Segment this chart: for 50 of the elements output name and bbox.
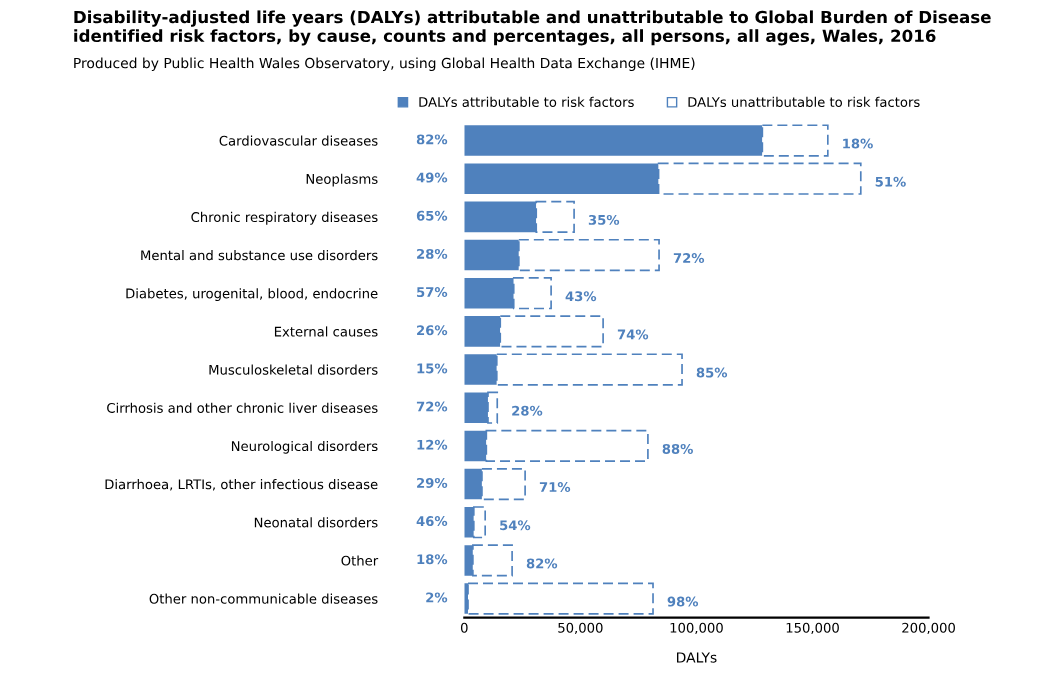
y-tick-label: Neonatal disorders [254,517,378,528]
annotation: 26% [417,325,448,336]
x-axis-title: DALYs [677,652,717,663]
y-tick-label: Chronic respiratory diseases [191,211,378,225]
annotation: 43% [565,291,597,302]
bar [467,582,654,615]
x-tick-label: 100,000 [670,622,723,635]
y-tick-label: Other [341,555,379,566]
annotation: 28% [512,405,543,416]
annotation: 46% [416,516,448,527]
annotation: 85% [696,367,728,378]
annotation: 29% [417,477,448,488]
y-tick-label: Mental and substance use disorders [141,250,378,261]
annotation: 72% [673,253,705,264]
chart-title: Disability-adjusted life years (DALYs) attributable and unattributable to Global Burden of Disease identified risk factors, by cause, counts and percentages, all persons, all ages, Wales, 2016 [74,10,991,46]
annotation: 65% [416,210,448,221]
annotation: 57% [417,287,448,298]
annotation: 18% [843,138,873,149]
legend-label: DALYs unattributable to risk factors [688,96,920,108]
annotation: 15% [417,363,448,374]
y-tick-label: Other non-communicable diseases [149,593,378,604]
x-tick-label: 150,000 [786,622,839,635]
y-tick-label: Cirrhosis and other chronic liver diseases [107,402,378,413]
legend-label: DALYs attributable to risk factors [419,96,634,108]
annotation: 28% [417,248,448,259]
annotation: 49% [416,172,448,183]
annotation: 71% [539,482,571,493]
x-tick-label: 200,000 [902,622,955,635]
chart-subtitle: Produced by Public Health Wales Observatory, using Global Health Data Exchange (IHME) [74,57,695,71]
x-tick-label: 50,000 [558,622,603,635]
y-tick-label: Cardiovascular diseases [219,135,378,146]
annotation: 35% [588,214,620,225]
annotation: 18% [417,554,448,565]
annotation: 2% [426,592,448,603]
y-tick-label: Neoplasms [306,173,378,187]
annotation: 98% [667,596,699,607]
annotation: 74% [617,329,649,340]
y-tick-label: Diarrhoea, LRTIs, other infectious disease [105,479,378,491]
x-tick-label: 0 [460,622,468,633]
annotation: 51% [875,176,906,187]
annotation: 54% [500,520,531,531]
y-tick-label: Neurological disorders [231,440,378,454]
annotation: 72% [416,401,448,412]
y-tick-label: External causes [274,326,378,337]
annotation: 88% [662,443,693,454]
y-tick-label: Musculoskeletal disorders [209,364,378,375]
y-tick-label: Diabetes, urogenital, blood, endocrine [126,288,378,301]
annotation: 12% [417,439,448,450]
annotation: 82% [526,558,558,569]
annotation: 82% [416,134,448,145]
